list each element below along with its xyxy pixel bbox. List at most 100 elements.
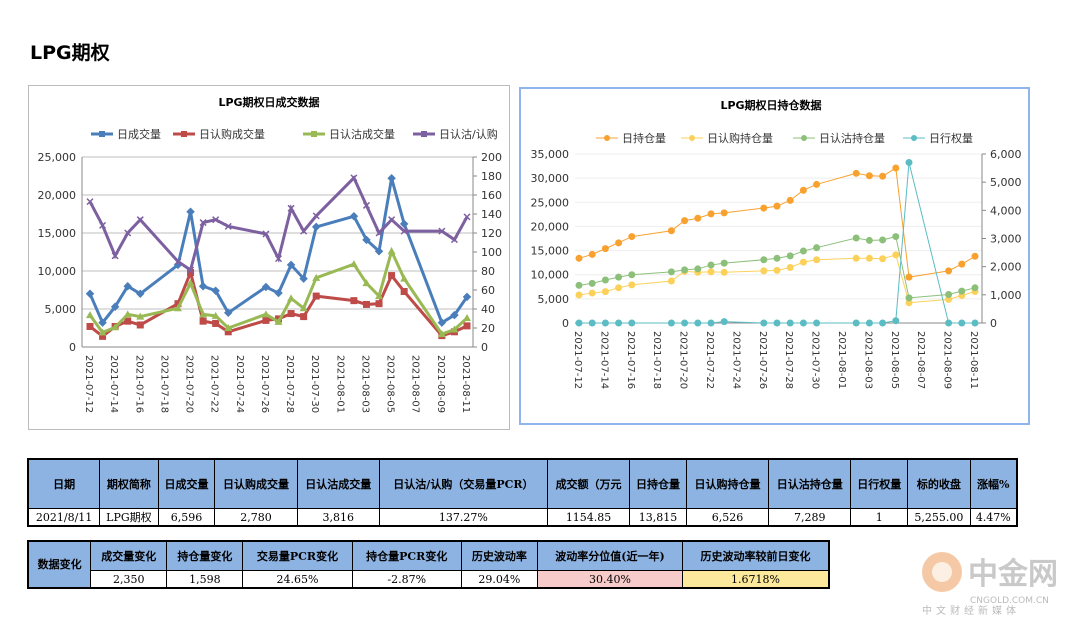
data-point (186, 207, 195, 216)
daily-volume-chart: LPG期权日成交数据 0 5,000 10,000 15,000 20,000 25,000… (28, 85, 510, 430)
data-point (892, 164, 900, 172)
data-point (945, 319, 953, 327)
data-point (186, 279, 195, 287)
data-point (123, 281, 132, 291)
data-point (575, 281, 583, 289)
cell: 24.65% (242, 570, 353, 589)
cell: 6,526 (685, 508, 770, 527)
y2-tick-label: 160 (481, 189, 502, 202)
x-tick-label: 2021-07-16 (133, 355, 144, 413)
y-tick-label: 5,000 (538, 293, 570, 306)
y2-tick-label: 4,000 (990, 204, 1022, 217)
data-point (813, 180, 821, 188)
data-point (174, 257, 182, 266)
x-tick-label: 2021-07-22 (209, 355, 220, 413)
header-cell: 标的收盘 (907, 458, 971, 509)
data-point (799, 319, 807, 327)
data-point (681, 217, 689, 225)
x-tick-label: 2021-07-28 (783, 331, 794, 389)
data-point (760, 204, 768, 212)
cell: 3,816 (296, 508, 380, 527)
data-point (123, 310, 132, 318)
data-point (958, 319, 966, 327)
data-point (760, 256, 768, 264)
data-change-label: 数据变化 (27, 540, 92, 589)
data-point (299, 304, 308, 312)
x-tick-label: 2021-08-03 (359, 355, 370, 413)
x-tick-label: 2021-08-11 (968, 331, 979, 389)
data-point (799, 186, 807, 194)
x-tick-label: 2021-07-20 (184, 355, 195, 413)
y2-tick-label: 140 (481, 208, 502, 221)
data-point (375, 292, 384, 300)
data-point (760, 319, 768, 327)
x-tick-label: 2021-07-12 (83, 355, 94, 413)
data-point (437, 330, 446, 338)
data-point (694, 214, 702, 222)
data-point (362, 300, 370, 308)
data-point (387, 247, 396, 255)
data-point (136, 312, 145, 320)
data-point (212, 319, 220, 327)
y-tick-label: 0 (69, 341, 76, 354)
x-tick-label: 2021-08-07 (410, 355, 421, 413)
data-point (786, 263, 794, 271)
legend-label: 日认沽/认购 (439, 127, 498, 141)
series-line-日认购成交量 (89, 267, 468, 339)
data-point (311, 222, 321, 232)
data-point (971, 319, 979, 327)
x-tick-label: 2021-07-26 (259, 355, 270, 413)
data-point (462, 292, 472, 302)
cell: 13,815 (629, 508, 687, 527)
data-point (99, 332, 107, 340)
legend-label: 日成交量 (117, 127, 161, 141)
data-point (707, 261, 715, 269)
data-point (958, 287, 966, 295)
table-header-row: 数据变化 成交量变化 持仓量变化 交易量PCR变化 持仓量PCR变化 历史波动率 波动率分… (27, 540, 830, 589)
cngold-logo: 中金网 CNGOLD.COM.CN 中文财经新媒体 (918, 548, 1068, 618)
x-tick-label: 2021-07-28 (284, 355, 295, 413)
x-tick-label: 2021-08-09 (435, 355, 446, 413)
data-point (615, 239, 623, 247)
data-point (773, 254, 781, 262)
data-point (865, 254, 873, 262)
data-point (799, 258, 807, 266)
data-point (300, 313, 308, 321)
data-point (971, 284, 979, 292)
data-point (223, 308, 233, 318)
data-point (615, 319, 623, 327)
daily-open-interest-chart: LPG期权日持仓数据 0 5,000 10,000 15,000 20,000 25,000… (519, 87, 1030, 425)
x-tick-label: 2021-08-09 (942, 331, 953, 389)
data-point (463, 213, 471, 221)
data-point (262, 230, 270, 238)
cell: 2,780 (214, 508, 298, 527)
data-point (362, 201, 370, 209)
data-point (261, 310, 270, 318)
open-interest-chart-svg: LPG期权日持仓数据 0 5,000 10,000 15,000 20,000 25,000… (531, 98, 1022, 389)
y2-tick-label: 3,000 (990, 233, 1022, 246)
data-point (813, 319, 821, 327)
data-point (86, 311, 94, 319)
legend-marker (311, 131, 317, 137)
legend-marker (911, 135, 917, 141)
data-point (707, 319, 715, 327)
legend-label: 日认沽持仓量 (819, 131, 885, 145)
data-point (601, 319, 609, 327)
data-point (187, 269, 195, 277)
x-tick-label: 2021-08-05 (889, 331, 900, 389)
data-point (667, 277, 675, 285)
cell: 7,289 (768, 508, 852, 527)
data-point (601, 276, 609, 284)
data-point (199, 310, 208, 318)
x-tick-label: 2021-07-26 (757, 331, 768, 389)
data-point (211, 286, 220, 296)
y2-tick-label: 1,000 (990, 289, 1022, 302)
data-point (786, 319, 794, 327)
y2-tick-label: 100 (481, 246, 502, 259)
header-cell: 成交额（万元 (546, 458, 631, 509)
cell: -2.87% (351, 570, 462, 589)
x-tick-label: 2021-08-01 (836, 331, 847, 389)
data-point (799, 247, 807, 255)
data-point (667, 268, 675, 276)
data-point (786, 252, 794, 260)
